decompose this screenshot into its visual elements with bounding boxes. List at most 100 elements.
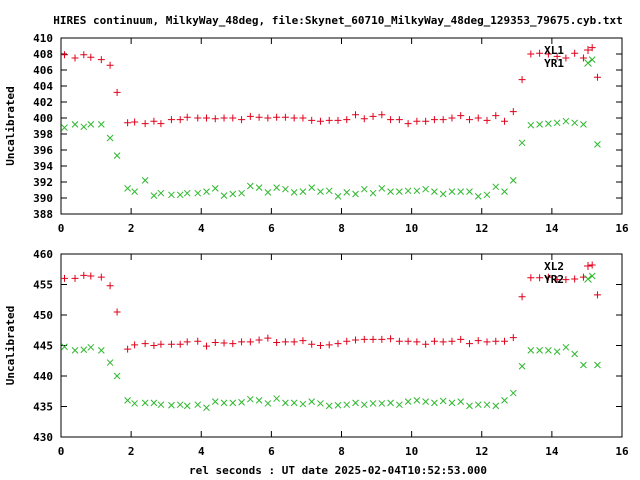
data-point	[509, 108, 517, 116]
legend-marker	[584, 59, 592, 67]
data-point	[571, 49, 579, 57]
data-point	[457, 398, 465, 405]
data-point	[80, 346, 88, 354]
y-tick-label: 394	[33, 160, 53, 173]
data-point	[527, 347, 535, 354]
data-point	[97, 56, 105, 64]
data-point	[492, 337, 500, 345]
data-point	[211, 338, 219, 346]
data-point	[509, 334, 517, 342]
data-point	[106, 282, 114, 290]
data-point	[422, 398, 430, 405]
data-point	[492, 112, 500, 120]
data-point	[360, 115, 368, 123]
series-YR2	[61, 272, 601, 412]
data-point	[369, 112, 377, 120]
data-point	[246, 395, 254, 403]
data-point	[131, 400, 138, 407]
data-point	[352, 111, 360, 119]
data-point	[527, 274, 535, 282]
data-point	[113, 152, 121, 159]
data-point	[80, 123, 88, 131]
data-point	[465, 340, 473, 348]
data-point	[430, 116, 438, 124]
data-point	[141, 120, 149, 128]
data-point	[404, 120, 412, 128]
y-tick-label: 435	[33, 401, 53, 414]
data-point	[387, 399, 394, 407]
y-tick-label: 396	[33, 144, 53, 157]
data-point	[378, 400, 386, 407]
data-point	[387, 188, 394, 195]
data-point	[395, 188, 403, 195]
data-point	[183, 402, 191, 410]
data-point	[124, 345, 132, 353]
data-point	[220, 399, 228, 407]
data-point	[220, 339, 228, 347]
data-point	[238, 338, 246, 346]
data-point	[588, 56, 596, 63]
data-point	[352, 190, 359, 198]
data-point	[518, 362, 526, 370]
data-point	[246, 112, 254, 120]
data-point	[87, 121, 95, 128]
data-point	[264, 400, 272, 407]
data-point	[61, 124, 68, 131]
x-tick-label: 16	[615, 445, 629, 458]
data-point	[360, 401, 368, 409]
data-point	[536, 347, 543, 354]
data-point	[97, 273, 105, 281]
data-point	[474, 337, 482, 345]
data-point	[176, 340, 184, 348]
data-point	[448, 188, 456, 195]
data-point	[273, 184, 280, 191]
data-point	[246, 338, 254, 346]
data-point	[474, 193, 482, 200]
data-point	[150, 342, 158, 349]
data-point	[308, 116, 316, 124]
y-tick-label: 398	[33, 128, 53, 141]
data-point	[369, 400, 377, 407]
series-YR1	[61, 56, 601, 200]
data-point	[141, 177, 149, 184]
data-point	[281, 113, 289, 121]
data-point	[536, 49, 544, 57]
data-point	[71, 347, 79, 354]
x-tick-label: 2	[128, 445, 135, 458]
data-point	[290, 338, 298, 346]
data-point	[439, 397, 447, 405]
data-point	[290, 114, 298, 122]
x-tick-label: 10	[405, 222, 418, 235]
data-point	[325, 402, 333, 410]
data-point	[562, 276, 570, 284]
data-point	[544, 50, 552, 58]
data-point	[527, 50, 535, 58]
data-point	[343, 116, 351, 124]
data-point	[588, 272, 596, 280]
data-point	[97, 347, 105, 354]
y-tick-label: 455	[33, 279, 53, 292]
data-point	[194, 401, 202, 409]
data-point	[255, 397, 263, 404]
chart-title: HIRES continuum, MilkyWay_48deg, file:Sk…	[53, 14, 623, 27]
data-point	[594, 141, 601, 148]
data-point	[157, 189, 165, 197]
series-XL1	[61, 44, 601, 128]
data-point	[518, 76, 526, 84]
data-point	[157, 120, 165, 128]
data-point	[588, 261, 596, 269]
data-point	[317, 400, 324, 407]
y-tick-label: 390	[33, 192, 53, 205]
data-point	[501, 117, 509, 125]
data-point	[593, 291, 601, 299]
data-point	[264, 334, 272, 342]
data-point	[509, 389, 517, 397]
y-axis-label: Uncalibrated	[4, 86, 17, 165]
data-point	[203, 114, 211, 122]
x-tick-label: 14	[545, 445, 559, 458]
data-point	[238, 189, 245, 197]
data-point	[167, 340, 175, 348]
data-point	[264, 189, 272, 196]
legend-marker	[584, 46, 592, 54]
